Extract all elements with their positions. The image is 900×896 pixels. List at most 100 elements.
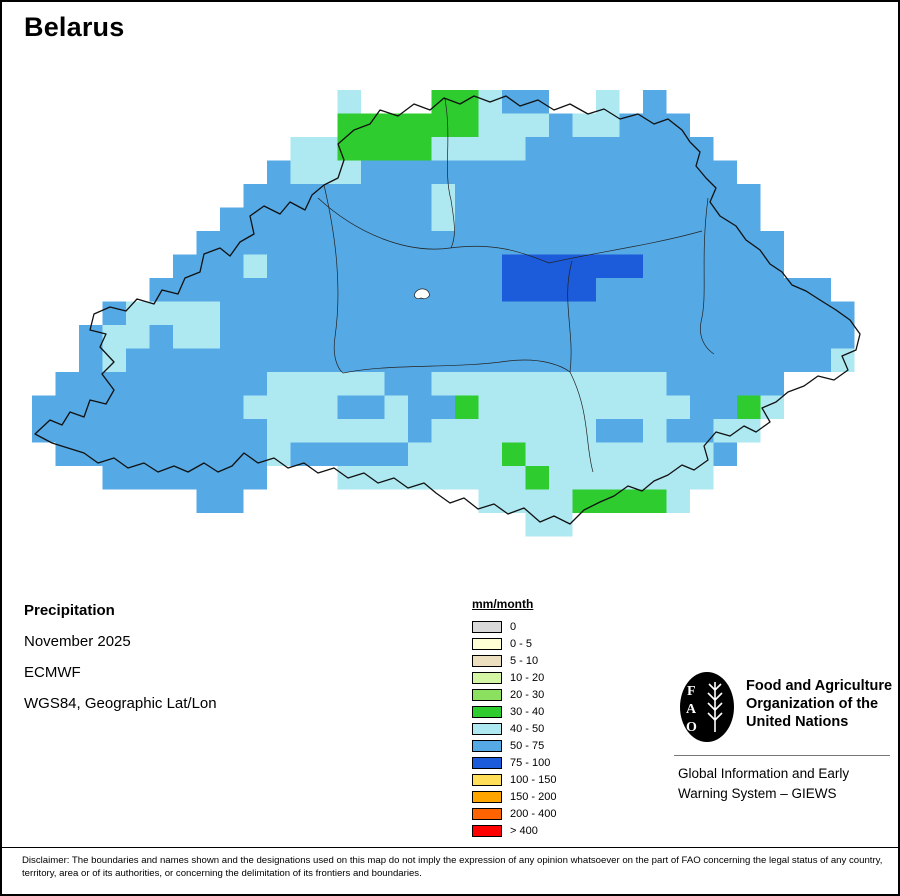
precip-cell — [478, 489, 502, 513]
precip-cell — [220, 301, 244, 325]
precip-cell — [596, 254, 620, 278]
precip-cell — [290, 419, 314, 443]
precip-cell — [361, 419, 385, 443]
legend-label: 20 - 30 — [510, 688, 545, 701]
precip-cell — [596, 278, 620, 302]
region-border-west — [323, 184, 344, 374]
precip-cell — [126, 395, 150, 419]
precip-cell — [431, 301, 455, 325]
precip-cell — [337, 278, 361, 302]
precip-cell — [760, 231, 784, 255]
precip-cell — [760, 278, 784, 302]
precip-cell — [337, 184, 361, 208]
precip-cell — [737, 278, 761, 302]
legend-swatch — [472, 671, 502, 684]
precip-cell — [572, 231, 596, 255]
precip-cell — [220, 278, 244, 302]
precip-cell — [314, 184, 338, 208]
region-border-northeast — [700, 197, 715, 355]
precip-cell — [572, 184, 596, 208]
precip-cell — [290, 184, 314, 208]
precip-cell — [267, 278, 291, 302]
precip-cell — [549, 113, 573, 137]
precip-cell — [337, 419, 361, 443]
precip-cell — [572, 207, 596, 231]
legend-item: 200 - 400 — [472, 805, 556, 822]
precip-cell — [455, 419, 479, 443]
precip-cell — [361, 372, 385, 396]
precip-cell — [478, 254, 502, 278]
wheat-icon — [707, 682, 723, 732]
precip-cell — [666, 137, 690, 161]
precip-cell — [337, 442, 361, 466]
precip-cell — [243, 184, 267, 208]
precip-cell — [102, 395, 126, 419]
precip-cell — [337, 113, 361, 137]
precip-cell — [619, 254, 643, 278]
precip-cell — [243, 207, 267, 231]
precip-cell — [337, 254, 361, 278]
precip-cell — [713, 325, 737, 349]
legend-title: mm/month — [472, 597, 534, 611]
precip-cell — [243, 278, 267, 302]
precip-cell — [243, 301, 267, 325]
precip-cell — [596, 207, 620, 231]
precip-cell — [337, 372, 361, 396]
precip-cell — [690, 325, 714, 349]
precip-cell — [737, 325, 761, 349]
precip-cell — [643, 419, 667, 443]
precip-cell — [643, 254, 667, 278]
precip-cell — [690, 231, 714, 255]
precip-cell — [572, 278, 596, 302]
precip-cell — [102, 442, 126, 466]
precip-cell — [760, 325, 784, 349]
precip-cell — [643, 278, 667, 302]
precip-cell — [525, 301, 549, 325]
precip-cell — [361, 254, 385, 278]
precip-cell — [408, 160, 432, 184]
precip-cell — [431, 113, 455, 137]
precip-cell — [431, 254, 455, 278]
precip-cell — [713, 395, 737, 419]
precip-cell — [267, 231, 291, 255]
precip-cell — [502, 442, 526, 466]
precip-cell — [408, 254, 432, 278]
precip-cell — [502, 419, 526, 443]
precip-cell — [384, 113, 408, 137]
precip-cell — [596, 419, 620, 443]
precip-cell — [384, 372, 408, 396]
precip-cell — [619, 325, 643, 349]
precip-cell — [737, 184, 761, 208]
disclaimer-rule — [2, 847, 898, 848]
precip-cell — [690, 348, 714, 372]
fao-name-line-1: Food and Agriculture — [746, 678, 893, 694]
precip-cell — [290, 325, 314, 349]
legend-label: 40 - 50 — [510, 722, 545, 735]
precip-cell — [784, 348, 808, 372]
precip-cell — [690, 184, 714, 208]
precip-cell — [737, 207, 761, 231]
precip-cell — [666, 301, 690, 325]
precip-cell — [220, 231, 244, 255]
precip-cell — [455, 231, 479, 255]
precip-cell — [337, 90, 361, 114]
precip-cell — [431, 325, 455, 349]
precip-cell — [431, 395, 455, 419]
precipitation-raster — [32, 90, 855, 537]
precip-cell — [55, 372, 79, 396]
fao-name-line-3: United Nations — [746, 714, 849, 730]
precip-cell — [431, 466, 455, 490]
precip-cell — [643, 160, 667, 184]
precip-cell — [549, 207, 573, 231]
precip-cell — [666, 419, 690, 443]
lake-icon — [414, 288, 430, 299]
precip-cell — [807, 325, 831, 349]
legend-item: > 400 — [472, 822, 556, 839]
precip-cell — [549, 395, 573, 419]
precip-cell — [220, 395, 244, 419]
precip-cell — [314, 301, 338, 325]
legend-swatch — [472, 756, 502, 769]
precip-cell — [737, 301, 761, 325]
precip-cell — [149, 348, 173, 372]
precip-cell — [737, 254, 761, 278]
